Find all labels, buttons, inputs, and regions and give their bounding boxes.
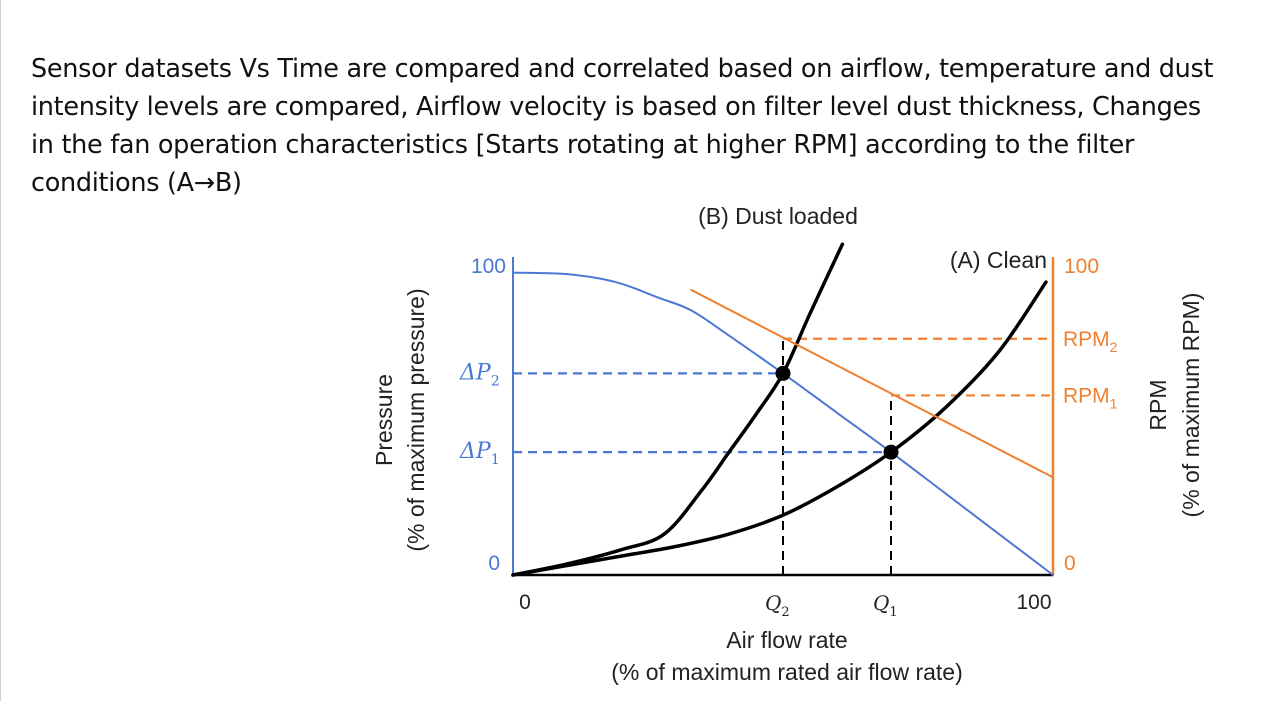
x-tick-0: 0 [519, 591, 531, 614]
operating-point [775, 365, 791, 381]
system-curve-clean [511, 280, 1048, 577]
y-right-tick-0: 0 [1064, 552, 1076, 575]
y-left-tick-100: 100 [471, 255, 506, 278]
system-curve-dust-loaded [511, 242, 845, 577]
x-tick-100: 100 [1016, 591, 1051, 614]
x-axis-label: Air flow rate [726, 627, 847, 653]
description-text: Sensor datasets Vs Time are compared and… [31, 54, 1214, 198]
y-left-tick-0: 0 [488, 552, 500, 575]
slide-border [0, 0, 1, 701]
rpm-label: RPM1 [1063, 384, 1118, 411]
pressure-label: ΔP1 [459, 439, 500, 468]
series-label-b: (B) Dust loaded [698, 203, 858, 229]
rpm-label: RPM2 [1063, 328, 1118, 355]
flow-label: Q2 [765, 591, 790, 620]
x-axis-sublabel: (% of maximum rated air flow rate) [611, 659, 962, 685]
y-right-axis-sublabel: (% of maximum RPM) [1178, 293, 1204, 518]
y-left-axis-sublabel: (% of maximum pressure) [403, 288, 429, 551]
flow-label: Q1 [873, 591, 898, 620]
y-right-tick-100: 100 [1064, 255, 1099, 278]
fan-rpm-line [690, 288, 1054, 479]
y-left-axis-label: Pressure [371, 374, 397, 466]
pressure-label: ΔP2 [459, 360, 500, 389]
y-right-axis-label: RPM [1145, 379, 1171, 430]
fan-pressure-curve [512, 271, 1054, 576]
operating-point [883, 444, 899, 460]
series-label-a: (A) Clean [950, 247, 1047, 273]
